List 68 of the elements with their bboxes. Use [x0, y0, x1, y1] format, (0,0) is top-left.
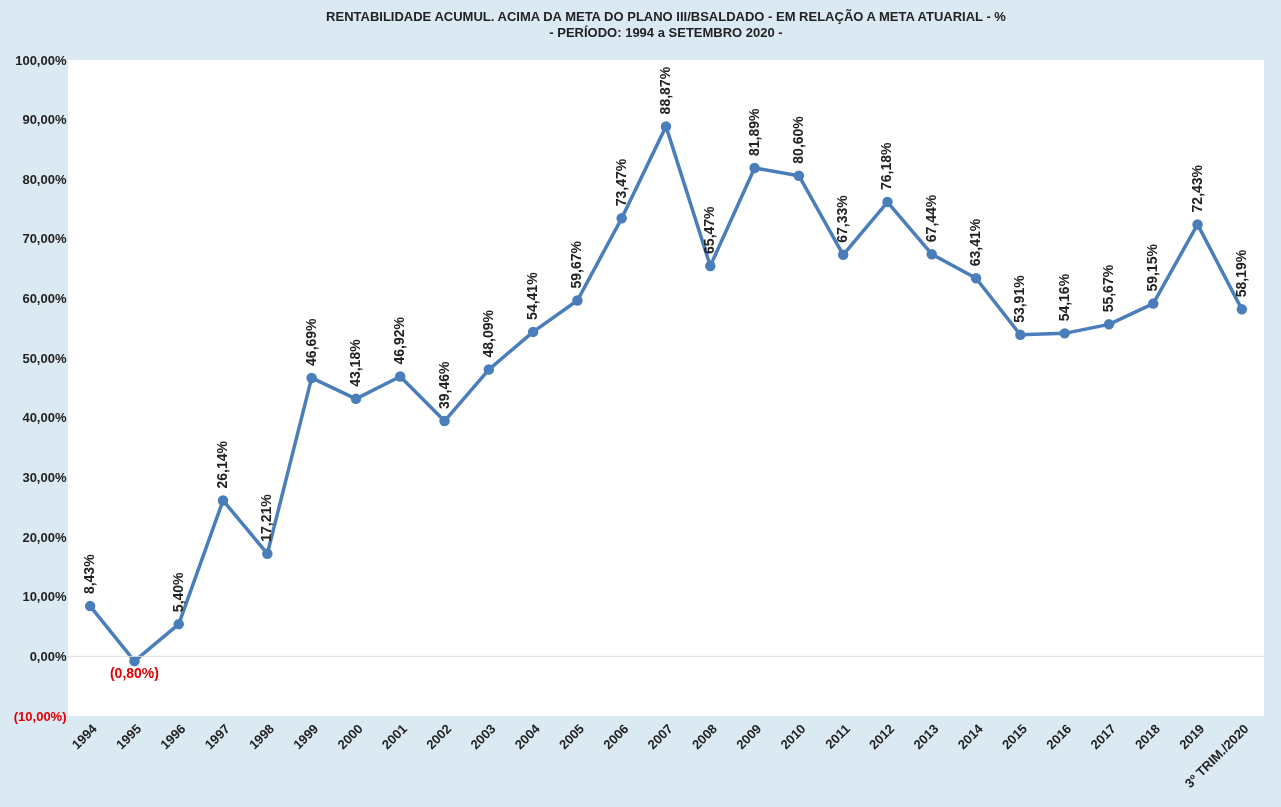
- y-tick-label: 60,00%: [22, 291, 67, 307]
- point: [350, 393, 362, 405]
- data-label: 39,46%: [435, 361, 452, 410]
- point: [1103, 319, 1115, 330]
- point: [217, 495, 229, 506]
- point: [1236, 304, 1248, 315]
- point: [705, 260, 716, 272]
- data-label: 88,87%: [657, 66, 673, 115]
- point: [882, 196, 893, 208]
- data-label: 59,67%: [568, 240, 585, 289]
- point: [837, 249, 849, 261]
- point: [970, 272, 982, 284]
- data-label: 26,14%: [214, 440, 231, 489]
- y-tick-label: 100,00%: [15, 52, 67, 68]
- point: [572, 295, 583, 306]
- point: [660, 121, 672, 132]
- point: [439, 415, 450, 427]
- data-label: 46,92%: [391, 316, 408, 365]
- point: [394, 371, 406, 382]
- y-tick-label: 80,00%: [22, 171, 67, 187]
- data-label: 53,91%: [1011, 274, 1028, 323]
- y-tick-label: 30,00%: [22, 469, 67, 485]
- data-label: 55,67%: [1099, 264, 1116, 313]
- point: [129, 655, 140, 667]
- data-label: 8,43%: [81, 553, 98, 595]
- data-label: 72,43%: [1188, 164, 1205, 213]
- y-tick-label: 50,00%: [22, 350, 67, 366]
- data-label: 17,21%: [258, 493, 275, 542]
- point: [483, 364, 495, 375]
- data-label: 58,19%: [1232, 249, 1249, 298]
- y-tick-label: 20,00%: [22, 529, 67, 545]
- point: [1015, 329, 1026, 341]
- data-label: 54,16%: [1055, 273, 1072, 322]
- point: [749, 162, 760, 174]
- point: [926, 248, 938, 260]
- chart-title: RENTABILIDADE ACUMUL. ACIMA DA META DO PLANO III/BSALDADO - EM RELAÇÃO A META ATUARIAL - %: [326, 9, 1007, 24]
- point: [1059, 328, 1070, 339]
- data-label: 67,33%: [834, 194, 851, 243]
- point: [616, 212, 627, 224]
- data-label: 5,40%: [169, 571, 186, 613]
- point: [84, 600, 96, 612]
- data-label: 48,09%: [479, 309, 496, 358]
- chart-subtitle: - PERÍODO: 1994 a SETEMBRO 2020 -: [549, 25, 783, 40]
- data-label: 46,69%: [302, 317, 319, 366]
- point: [1148, 298, 1159, 309]
- data-label: 67,44%: [922, 194, 939, 243]
- point: [793, 170, 805, 181]
- data-label: 80,60%: [789, 115, 806, 164]
- data-label: 63,41%: [967, 218, 984, 267]
- data-label: 73,47%: [612, 158, 629, 207]
- y-tick-label: 10,00%: [22, 589, 67, 605]
- data-label: (0,80%): [109, 665, 159, 682]
- data-label: 76,18%: [878, 142, 895, 191]
- data-label: 43,18%: [346, 338, 363, 387]
- data-label: 54,41%: [524, 271, 541, 320]
- y-tick-label: 90,00%: [22, 112, 67, 128]
- y-tick-label: 0,00%: [29, 648, 67, 664]
- point: [173, 618, 184, 630]
- data-label: 59,15%: [1144, 243, 1161, 292]
- data-label: 65,47%: [701, 205, 718, 254]
- point: [527, 326, 539, 338]
- data-label: 81,89%: [745, 107, 762, 156]
- point: [1192, 219, 1203, 230]
- y-tick-label: (10,00%): [13, 708, 67, 724]
- y-tick-label: 70,00%: [22, 231, 67, 247]
- point: [306, 372, 317, 384]
- y-tick-label: 40,00%: [22, 410, 67, 426]
- point: [262, 548, 273, 559]
